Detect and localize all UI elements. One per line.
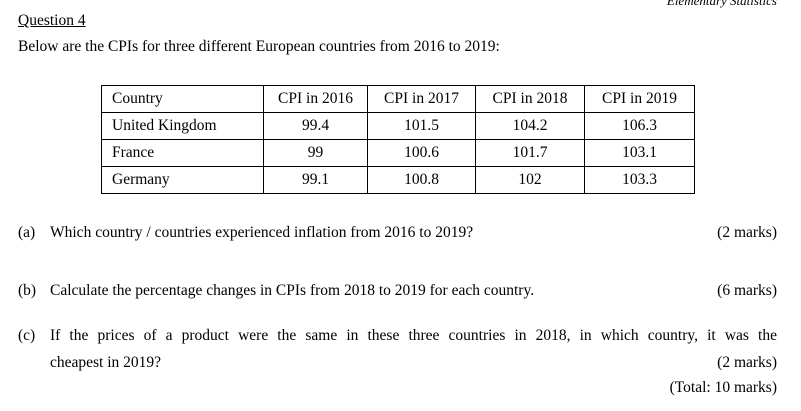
total-marks: (Total: 10 marks) (669, 379, 777, 396)
part-b-marks: (6 marks) (717, 282, 777, 299)
question-intro-text: Below are the CPIs for three different E… (18, 38, 500, 55)
cpi-value-cell: 99.4 (263, 112, 368, 140)
table-header-row: Country CPI in 2016 CPI in 2017 CPI in 2… (101, 85, 695, 113)
part-c-text-line2: cheapest in 2019? (50, 354, 162, 371)
table-header-cpi-2017: CPI in 2017 (367, 85, 476, 113)
cpi-value-cell: 99 (263, 139, 368, 167)
table-header-cpi-2018: CPI in 2018 (475, 85, 585, 113)
table-row-united-kingdom: United Kingdom 99.4 101.5 104.2 106.3 (101, 112, 695, 140)
table-header-cpi-2019: CPI in 2019 (584, 85, 695, 113)
table-row-france: France 99 100.6 101.7 103.1 (101, 139, 695, 167)
country-cell: United Kingdom (101, 112, 264, 140)
country-cell: France (101, 139, 264, 167)
table-row-germany: Germany 99.1 100.8 102 103.3 (101, 166, 695, 194)
cpi-value-cell: 103.3 (584, 166, 695, 194)
cpi-value-cell: 106.3 (584, 112, 695, 140)
part-c-marks: (2 marks) (717, 354, 777, 371)
part-a-marks: (2 marks) (717, 224, 777, 241)
cpi-value-cell: 101.7 (475, 139, 585, 167)
question-title: Question 4 (18, 12, 86, 29)
cpi-value-cell: 100.6 (367, 139, 476, 167)
question-part-b: (b) Calculate the percentage changes in … (18, 280, 777, 301)
cpi-value-cell: 100.8 (367, 166, 476, 194)
table-header-country: Country (101, 85, 264, 113)
cpi-value-cell: 104.2 (475, 112, 585, 140)
part-a-text: Which country / countries experienced in… (50, 224, 474, 241)
question-part-c: (c) If the prices of a product were the … (18, 325, 777, 373)
cpi-value-cell: 103.1 (584, 139, 695, 167)
table-header-cpi-2016: CPI in 2016 (263, 85, 368, 113)
cpi-table: Country CPI in 2016 CPI in 2017 CPI in 2… (101, 85, 695, 194)
part-b-text: Calculate the percentage changes in CPIs… (50, 282, 535, 299)
cpi-value-cell: 102 (475, 166, 585, 194)
part-c-text-line1: If the prices of a product were the same… (50, 327, 777, 344)
part-c-label: (c) (18, 327, 36, 344)
question-part-a: (a) Which country / countries experience… (18, 222, 777, 243)
part-a-label: (a) (18, 224, 36, 241)
part-b-label: (b) (18, 282, 37, 299)
cpi-value-cell: 99.1 (263, 166, 368, 194)
cpi-value-cell: 101.5 (367, 112, 476, 140)
course-title: Elementary Statistics (666, 0, 777, 8)
country-cell: Germany (101, 166, 264, 194)
